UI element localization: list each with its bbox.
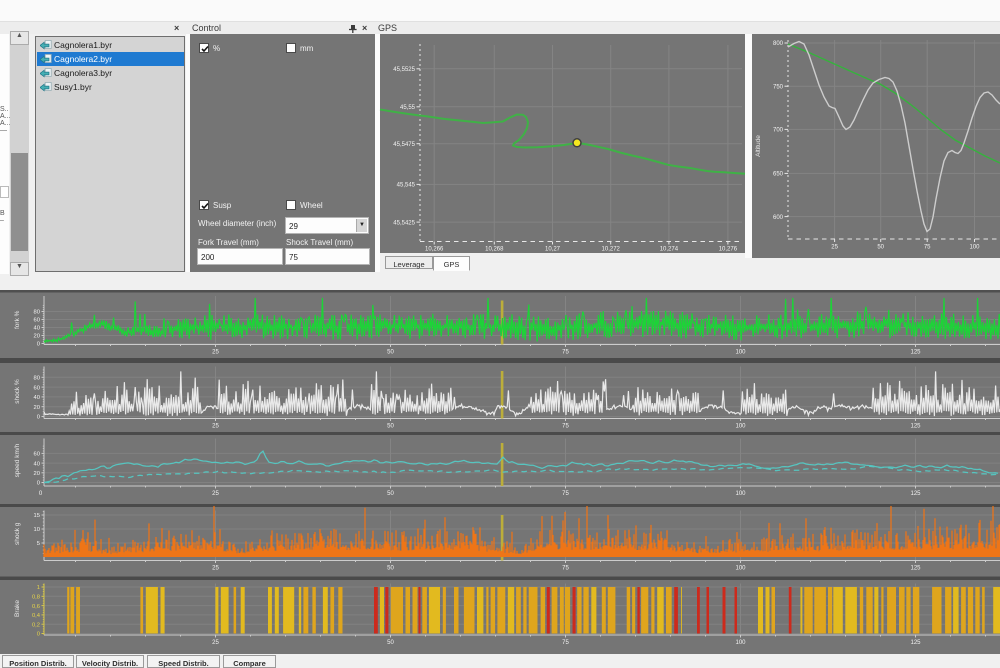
svg-text:125: 125 (910, 350, 921, 356)
svg-text:40: 40 (34, 326, 40, 332)
svg-text:45,545: 45,545 (397, 183, 416, 189)
svg-text:100: 100 (735, 424, 746, 430)
svg-text:10,268: 10,268 (485, 247, 504, 253)
svg-text:Altitude: Altitude (755, 135, 762, 157)
svg-text:125: 125 (910, 491, 921, 497)
svg-text:25: 25 (212, 491, 219, 497)
svg-text:0,8: 0,8 (32, 595, 40, 601)
svg-text:0: 0 (37, 481, 40, 487)
svg-text:100: 100 (735, 640, 746, 646)
svg-text:15: 15 (34, 513, 40, 519)
svg-text:75: 75 (924, 245, 931, 251)
svg-text:fork %: fork % (14, 310, 21, 329)
svg-text:45,5475: 45,5475 (393, 142, 415, 148)
svg-text:25: 25 (212, 640, 219, 646)
svg-text:800: 800 (773, 41, 784, 47)
svg-text:75: 75 (562, 640, 569, 646)
svg-text:600: 600 (773, 215, 784, 221)
svg-text:20: 20 (34, 334, 40, 340)
svg-text:75: 75 (562, 566, 569, 572)
svg-text:25: 25 (831, 245, 838, 251)
svg-text:650: 650 (773, 172, 784, 178)
svg-text:10: 10 (34, 527, 40, 533)
svg-text:100: 100 (969, 245, 980, 251)
svg-text:50: 50 (387, 350, 394, 356)
svg-text:20: 20 (34, 405, 40, 411)
svg-text:700: 700 (773, 128, 784, 134)
svg-text:125: 125 (910, 424, 921, 430)
svg-text:60: 60 (34, 385, 40, 391)
svg-text:5: 5 (37, 541, 40, 547)
svg-text:10,274: 10,274 (660, 247, 679, 253)
svg-text:10,276: 10,276 (719, 247, 738, 253)
svg-text:0,4: 0,4 (32, 613, 41, 619)
svg-text:10,27: 10,27 (545, 247, 561, 253)
svg-text:750: 750 (773, 84, 784, 90)
svg-text:100: 100 (735, 350, 746, 356)
svg-text:125: 125 (910, 640, 921, 646)
svg-text:45,5425: 45,5425 (393, 220, 415, 226)
svg-text:45,5525: 45,5525 (393, 67, 415, 73)
svg-text:shock %: shock % (14, 379, 21, 404)
svg-text:20: 20 (34, 471, 40, 477)
svg-text:shock g: shock g (14, 522, 21, 545)
svg-text:60: 60 (34, 452, 40, 458)
svg-text:40: 40 (34, 395, 40, 401)
svg-text:0: 0 (37, 342, 40, 348)
svg-text:75: 75 (562, 350, 569, 356)
svg-text:75: 75 (562, 491, 569, 497)
svg-text:10,266: 10,266 (425, 247, 444, 253)
svg-text:40: 40 (34, 461, 40, 467)
svg-text:1: 1 (37, 585, 40, 591)
svg-text:100: 100 (735, 566, 746, 572)
svg-text:Brake: Brake (14, 600, 21, 617)
svg-text:50: 50 (387, 640, 394, 646)
svg-text:45,55: 45,55 (400, 105, 416, 111)
svg-text:25: 25 (212, 566, 219, 572)
svg-text:0: 0 (37, 415, 40, 421)
svg-text:80: 80 (34, 376, 40, 382)
svg-text:0,2: 0,2 (32, 622, 40, 628)
svg-text:50: 50 (387, 424, 394, 430)
svg-text:80: 80 (34, 310, 40, 316)
svg-text:25: 25 (212, 350, 219, 356)
svg-text:speed km/h: speed km/h (14, 443, 21, 477)
svg-text:75: 75 (562, 424, 569, 430)
svg-text:0: 0 (39, 491, 43, 497)
svg-text:125: 125 (910, 566, 921, 572)
svg-text:0,6: 0,6 (32, 604, 40, 610)
svg-text:100: 100 (735, 491, 746, 497)
svg-text:50: 50 (387, 566, 394, 572)
svg-text:50: 50 (877, 245, 884, 251)
svg-text:0: 0 (37, 632, 40, 638)
svg-text:25: 25 (212, 424, 219, 430)
svg-text:10,272: 10,272 (602, 247, 621, 253)
svg-text:50: 50 (387, 491, 394, 497)
svg-text:60: 60 (34, 318, 40, 324)
